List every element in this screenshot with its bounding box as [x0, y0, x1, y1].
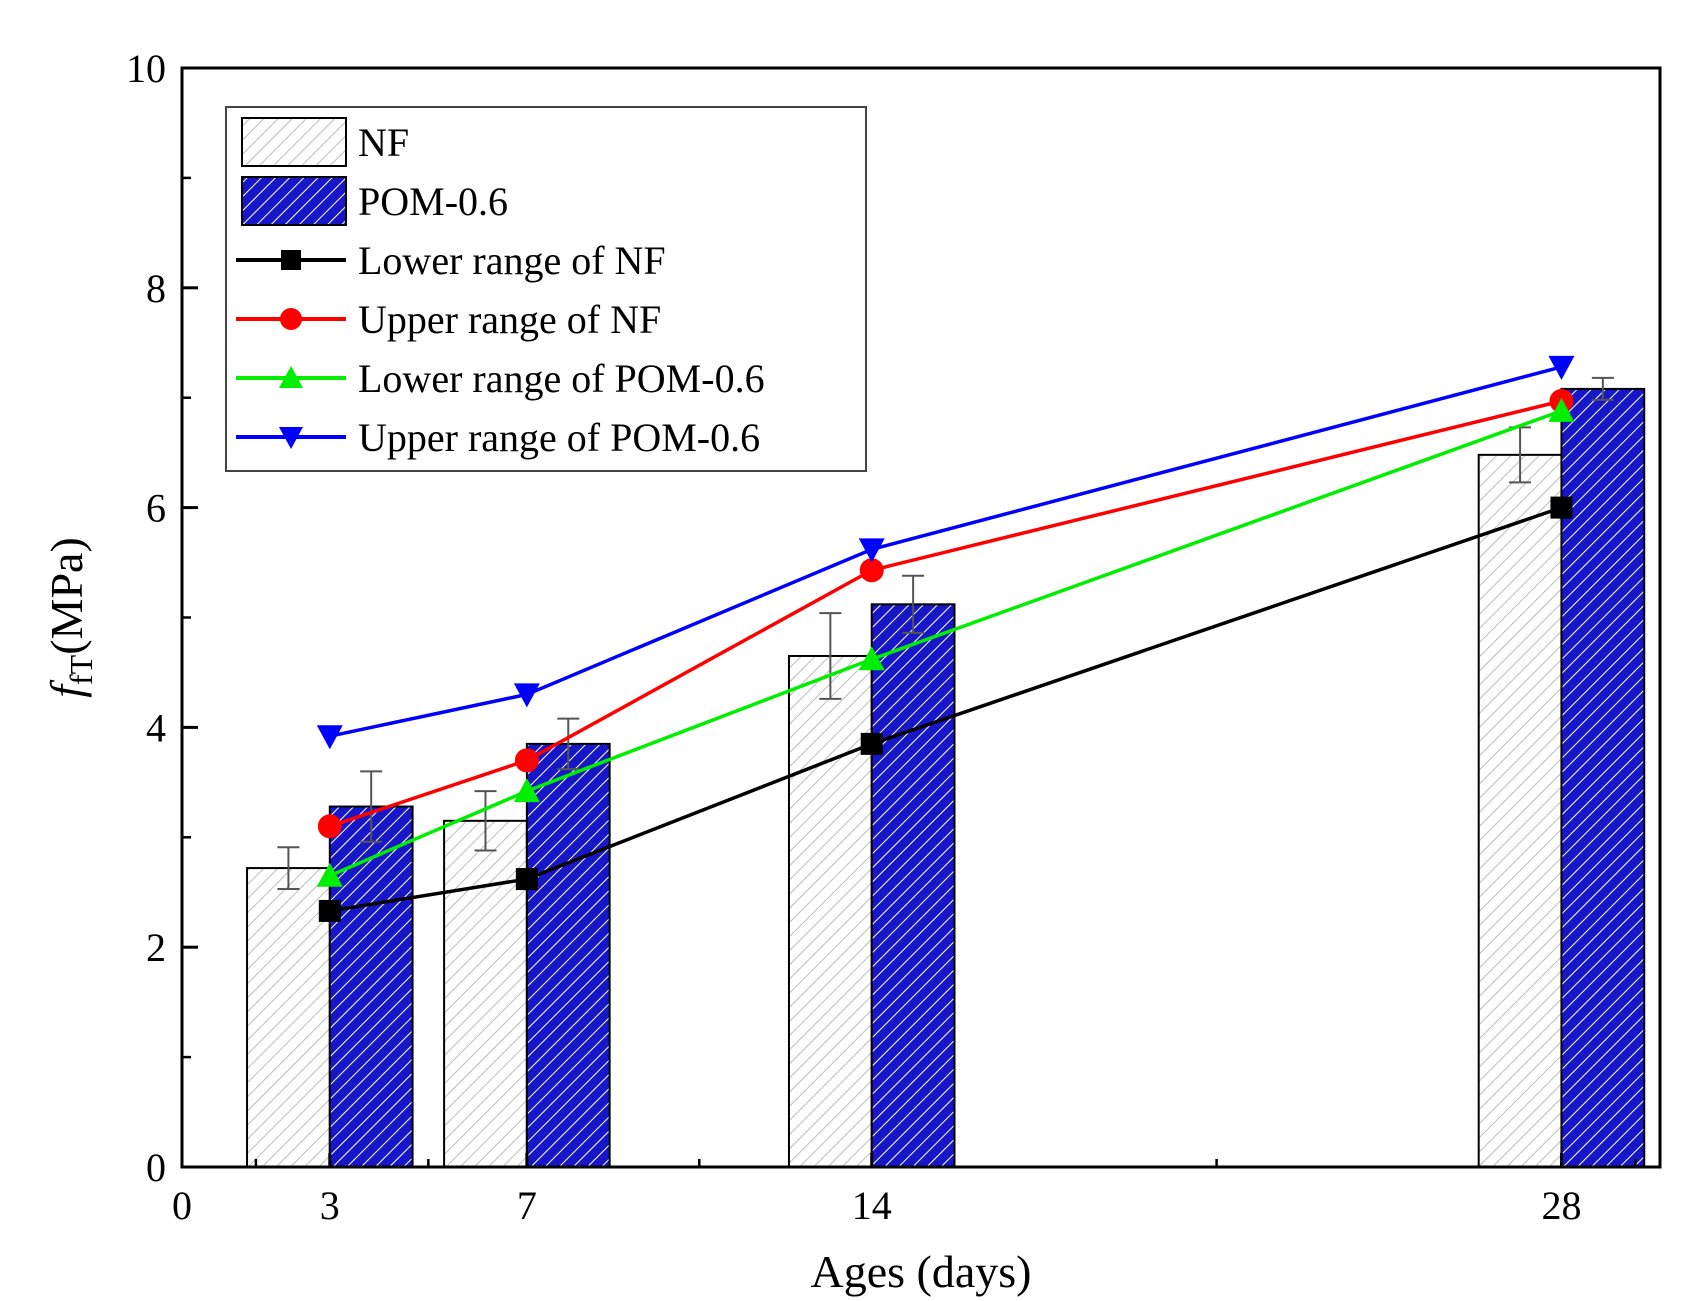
- y-axis-ticks: 0 2 4 6 8 10: [126, 46, 198, 1190]
- marker-lower-range-of-nf-3: [318, 899, 341, 922]
- y-axis-title-unit: (MPa): [41, 537, 92, 655]
- line-lower-range-of-pom-0-6: [329, 409, 1563, 878]
- legend-label-pom-0-6: POM-0.6: [358, 179, 508, 224]
- marker-lower-range-of-pom-0-6-3: [316, 862, 343, 887]
- x-tick-label-3: 3: [320, 1183, 340, 1228]
- marker-upper-range-of-pom-0-6-3: [316, 725, 343, 750]
- legend-swatch-nf: [241, 117, 347, 167]
- legend-swatch-pom-0-6: [241, 176, 347, 226]
- legend-marker-upper-range-of-pom-0-6: [279, 427, 303, 449]
- bar-pom-0-6-7: [525, 742, 611, 1168]
- bars-layer: [246, 387, 1646, 1169]
- legend-box: [225, 106, 867, 472]
- y-tick-label-4: 4: [146, 705, 166, 750]
- y-tick-label-0: 0: [146, 1145, 166, 1190]
- bar-nf-14: [787, 654, 873, 1169]
- bar-nf-28: [1477, 453, 1563, 1168]
- lines-layer: [329, 365, 1563, 913]
- marker-upper-range-of-pom-0-6-14: [858, 538, 885, 563]
- bar-pom-0-6-28: [1560, 387, 1646, 1168]
- marker-upper-range-of-nf-3: [317, 814, 342, 839]
- legend-marker-lower-range-of-nf: [281, 250, 301, 270]
- marker-lower-range-of-nf-28: [1550, 496, 1573, 519]
- x-tick-label-7: 7: [517, 1183, 537, 1228]
- marker-upper-range-of-nf-14: [859, 558, 884, 583]
- legend-label-lower-range-of-pom-0-6: Lower range of POM-0.6: [358, 356, 765, 401]
- legend-label-nf: NF: [358, 120, 409, 165]
- line-upper-range-of-pom-0-6: [329, 365, 1562, 738]
- y-axis-title-subscript: fT: [63, 654, 99, 685]
- legend-label-lower-range-of-nf: Lower range of NF: [358, 238, 666, 283]
- marker-lower-range-of-pom-0-6-28: [1548, 397, 1575, 422]
- y-tick-label-6: 6: [146, 486, 166, 531]
- legend-marker-upper-range-of-nf: [280, 308, 302, 330]
- legend-marker-lower-range-of-pom-0-6: [279, 366, 303, 388]
- markers-layer: [316, 355, 1575, 922]
- legend-label-upper-range-of-nf: Upper range of NF: [358, 297, 661, 342]
- x-tick-label-28: 28: [1541, 1183, 1581, 1228]
- bar-nf-3: [246, 867, 331, 1169]
- line-lower-range-of-nf: [329, 505, 1563, 913]
- errorbars-layer: [277, 376, 1614, 890]
- x-tick-label-0: 0: [172, 1183, 192, 1228]
- bar-pom-0-6-3: [328, 805, 414, 1168]
- bar-nf-7: [443, 819, 528, 1168]
- x-axis-title: Ages (days): [811, 1246, 1032, 1297]
- line-upper-range-of-nf: [329, 399, 1562, 828]
- marker-lower-range-of-nf-14: [860, 732, 883, 755]
- marker-upper-range-of-pom-0-6-28: [1548, 355, 1575, 380]
- marker-lower-range-of-nf-7: [515, 868, 538, 891]
- x-axis-ticks: 0 3 7 14 28: [172, 1153, 1637, 1228]
- marker-lower-range-of-pom-0-6-7: [513, 778, 540, 803]
- x-tick-label-14: 14: [852, 1183, 892, 1228]
- legend-label-upper-range-of-pom-0-6: Upper range of POM-0.6: [358, 415, 760, 460]
- marker-upper-range-of-nf-7: [514, 748, 539, 773]
- y-tick-label-10: 10: [126, 46, 166, 91]
- y-tick-label-8: 8: [146, 266, 166, 311]
- marker-lower-range-of-pom-0-6-14: [858, 646, 885, 671]
- y-axis-title: ffT(MPa): [41, 537, 99, 698]
- y-tick-label-2: 2: [146, 925, 166, 970]
- bar-pom-0-6-14: [870, 603, 956, 1168]
- legend: NF POM-0.6 Lower range of NF Upper range of…: [225, 106, 867, 472]
- marker-upper-range-of-pom-0-6-7: [513, 683, 540, 708]
